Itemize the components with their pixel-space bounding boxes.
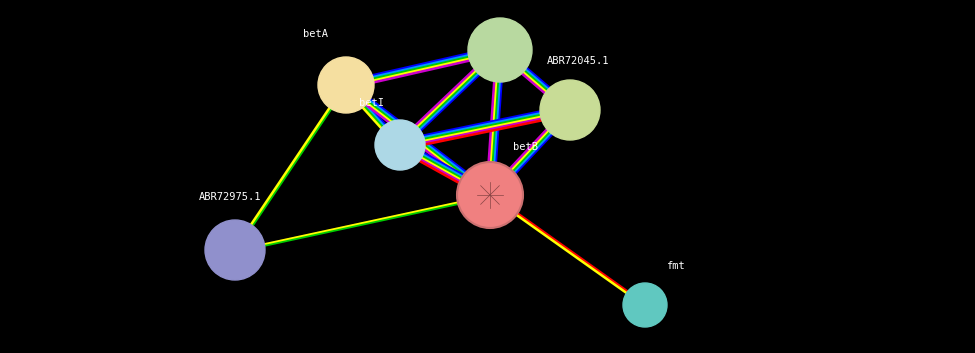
Text: ABR72926.1: ABR72926.1 [474,0,536,2]
Text: betB: betB [513,142,537,152]
Text: betA: betA [303,29,329,39]
Text: fmt: fmt [666,261,684,271]
Circle shape [205,220,265,280]
Circle shape [540,80,600,140]
Text: ABR72975.1: ABR72975.1 [199,192,261,202]
Circle shape [375,120,425,170]
Text: betI: betI [360,98,384,108]
Circle shape [457,162,523,228]
Circle shape [468,18,532,82]
Circle shape [318,57,374,113]
Circle shape [623,283,667,327]
Text: ABR72045.1: ABR72045.1 [547,56,609,66]
